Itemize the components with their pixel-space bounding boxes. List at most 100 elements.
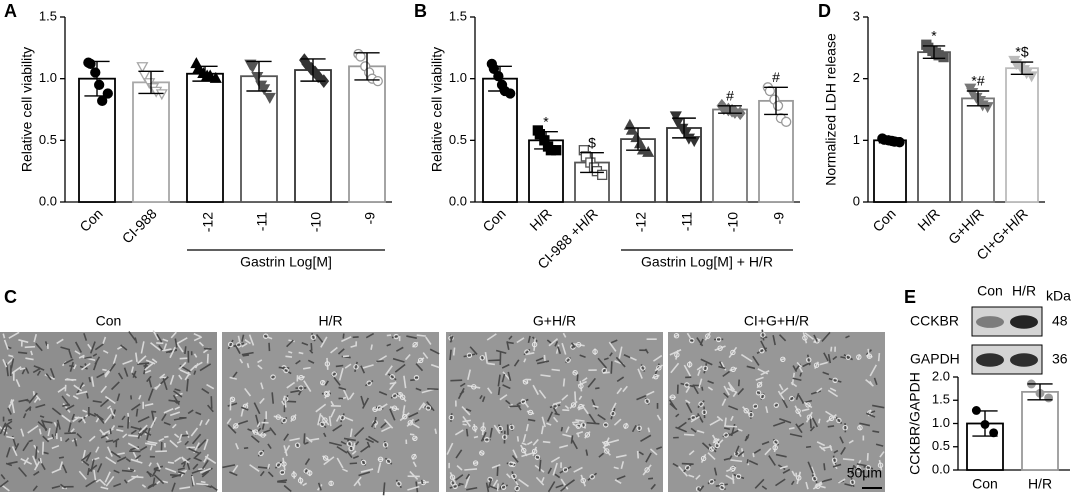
cell — [755, 376, 764, 381]
cell — [602, 368, 607, 373]
cell — [76, 433, 83, 439]
cell — [714, 441, 720, 450]
cell — [508, 335, 513, 340]
cell — [452, 347, 456, 356]
round-cell — [760, 332, 766, 338]
cell — [614, 479, 622, 485]
cell — [511, 471, 517, 482]
cell — [44, 341, 48, 346]
cell — [36, 370, 41, 376]
cell — [33, 470, 40, 476]
cell — [695, 474, 701, 480]
cell — [872, 404, 885, 409]
round-cell — [570, 402, 577, 408]
cell — [827, 425, 835, 428]
cell — [137, 362, 150, 366]
round-cell — [705, 333, 711, 339]
cell — [65, 404, 75, 411]
cell — [69, 361, 74, 372]
cell — [816, 441, 826, 447]
y-axis-label: Normalized LDH release — [823, 33, 839, 186]
cell — [803, 401, 813, 409]
cell — [321, 380, 325, 386]
y-tick-label: 0.0 — [449, 193, 467, 208]
round-cell — [385, 458, 392, 464]
cell — [461, 405, 471, 416]
x-tick-label: -9 — [362, 212, 378, 225]
cell — [546, 411, 554, 422]
cell — [143, 362, 148, 375]
cell — [311, 332, 316, 342]
cell — [669, 402, 678, 411]
cell — [32, 455, 38, 468]
cell — [465, 408, 472, 412]
cell — [652, 354, 663, 362]
cell — [270, 375, 276, 379]
cell — [203, 453, 210, 463]
cell — [415, 387, 422, 392]
cell — [527, 335, 531, 344]
cell — [561, 394, 569, 401]
cell — [370, 419, 377, 428]
round-cell — [684, 382, 690, 388]
cell — [805, 445, 812, 449]
cell — [698, 485, 705, 492]
cell — [499, 394, 508, 401]
cell — [821, 331, 831, 342]
cell — [187, 364, 197, 374]
cell — [488, 359, 501, 362]
cell — [273, 415, 283, 419]
cell — [384, 365, 393, 376]
cell — [65, 393, 71, 397]
round-cell — [773, 402, 779, 408]
data-point — [938, 51, 949, 63]
cell — [227, 339, 234, 350]
cell — [688, 450, 695, 456]
cell — [10, 366, 22, 375]
cell — [740, 353, 753, 363]
cell — [562, 378, 566, 387]
data-point — [136, 62, 149, 74]
cell — [174, 406, 181, 411]
cell — [3, 420, 13, 428]
cell — [344, 416, 354, 422]
round-cell — [578, 383, 584, 389]
cell — [425, 336, 432, 345]
round-cell — [603, 440, 609, 447]
cell — [253, 402, 261, 415]
cell — [173, 390, 183, 398]
cell — [778, 383, 784, 391]
cell — [732, 473, 745, 480]
cell — [718, 365, 726, 370]
cell — [724, 417, 727, 427]
cell — [858, 425, 862, 431]
cell — [171, 423, 177, 429]
cell — [697, 369, 701, 376]
cell — [302, 482, 308, 487]
round-cell — [831, 457, 838, 463]
cell — [554, 473, 561, 479]
cell — [260, 382, 264, 390]
cell — [86, 467, 90, 476]
cell — [455, 449, 463, 459]
cell — [822, 371, 830, 376]
cell — [703, 406, 706, 419]
round-cell — [832, 377, 838, 384]
panel-letter: C — [4, 287, 17, 307]
cell — [591, 399, 598, 410]
cell — [768, 455, 776, 466]
cell — [51, 468, 62, 474]
cell — [878, 459, 883, 471]
cell — [799, 372, 803, 377]
cell — [709, 418, 721, 426]
cell — [317, 482, 322, 491]
cell — [707, 479, 716, 485]
round-cell — [389, 374, 395, 380]
cell — [550, 456, 561, 463]
round-cell — [531, 448, 538, 455]
round-cell — [849, 479, 856, 485]
cell — [449, 483, 461, 489]
cell — [615, 454, 627, 459]
bar — [348, 65, 386, 203]
cell — [231, 371, 238, 379]
